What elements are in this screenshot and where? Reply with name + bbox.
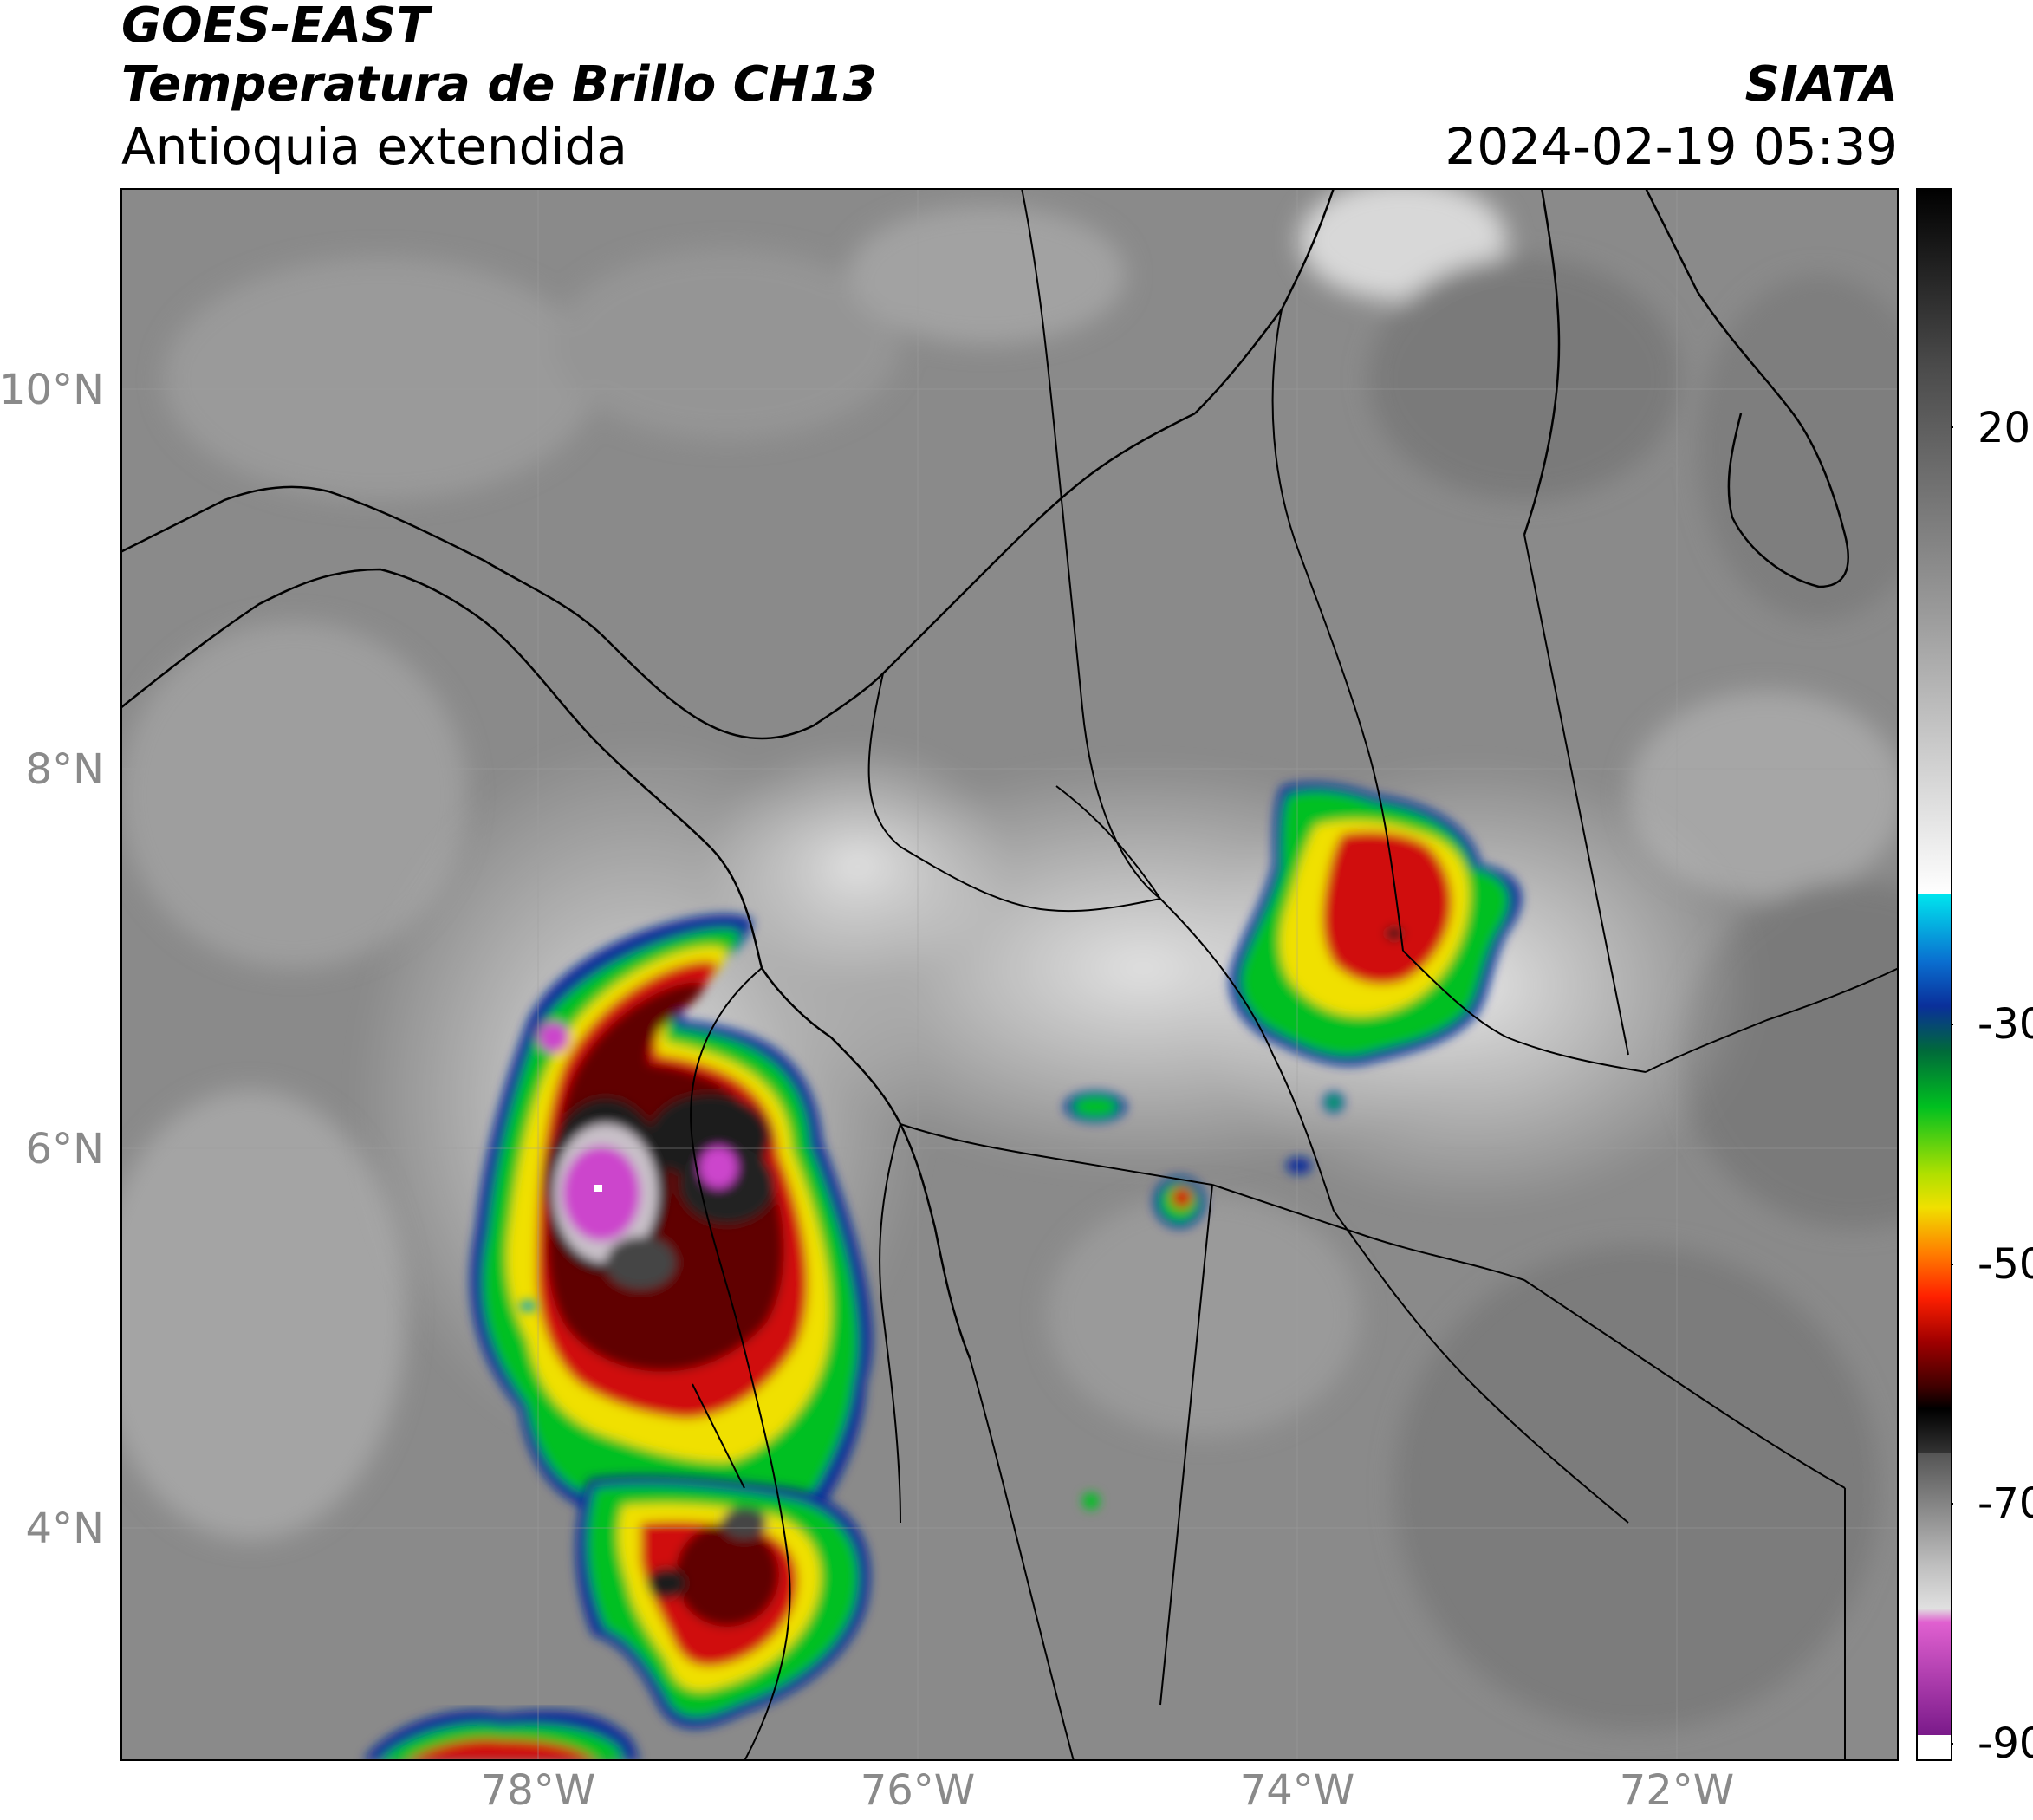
lon-tick-label: 72°W [1619, 1766, 1735, 1815]
graticule [120, 188, 1899, 1761]
colorbar-white-segment [1917, 1735, 1952, 1761]
colorbar-frame [1916, 188, 1952, 1761]
lon-tick-label: 74°W [1239, 1766, 1355, 1815]
datetime-label: 2024-02-19 05:39 [1445, 117, 1898, 176]
agency-label: SIATA [1744, 56, 1898, 113]
storm-bottom [363, 1710, 640, 1761]
colorbar-tick-label: -70 [1978, 1479, 2033, 1528]
lat-tick-label: 6°N [25, 1125, 104, 1173]
colorbar-low-segment [1917, 1453, 1952, 1735]
region-subtitle: Antioquia extendida [121, 117, 627, 176]
product-title: Temperatura de Brillo CH13 [121, 56, 877, 113]
cloud-texture [120, 188, 1899, 1731]
lon-tick-label: 76°W [860, 1766, 976, 1815]
lon-tick-label: 78°W [480, 1766, 596, 1815]
colorbar-color-segment [1917, 894, 1952, 1453]
storm-west [470, 913, 873, 1542]
satellite-map [120, 188, 1899, 1761]
colorbar [1916, 188, 1953, 1761]
colorbar-ticks [1952, 426, 1953, 1745]
colorbar-tick-label: -90 [1978, 1719, 2033, 1768]
admin-borders [690, 188, 1899, 1761]
satellite-title: GOES-EAST [121, 0, 430, 54]
colorbar-tick-label: 20 [1978, 404, 2031, 452]
colorbar-tick-label: -30 [1978, 1000, 2033, 1049]
colorbar-grey-segment [1917, 188, 1952, 894]
lat-tick-label: 8°N [25, 745, 104, 794]
lat-tick-label: 4°N [25, 1505, 104, 1553]
map-frame [120, 188, 1899, 1761]
coldest-pixel [594, 1185, 602, 1192]
lat-tick-label: 10°N [0, 366, 104, 414]
storm-south [575, 1475, 871, 1729]
colorbar-tick-label: -50 [1978, 1240, 2033, 1289]
small-cells [519, 1091, 1344, 1510]
